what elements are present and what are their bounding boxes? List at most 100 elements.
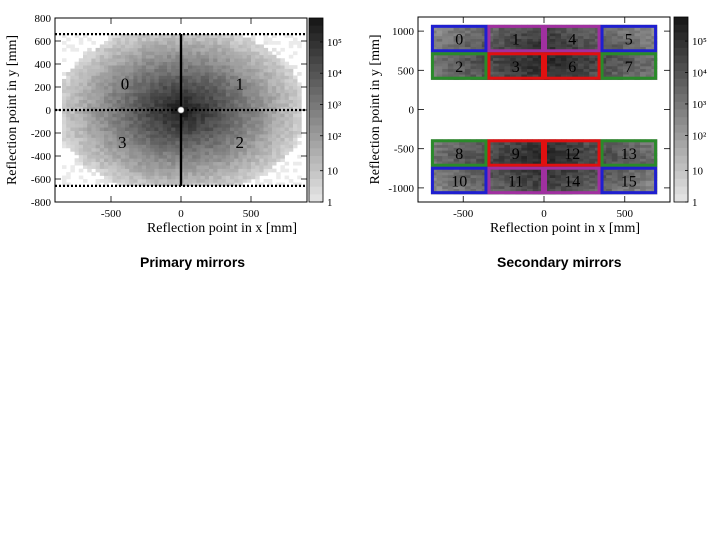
heatmap-cell: [447, 74, 454, 78]
heatmap-cell: [66, 72, 71, 76]
heatmap-cell: [238, 51, 243, 56]
heatmap-cell: [453, 153, 460, 157]
heatmap-cell: [510, 57, 517, 61]
heatmap-cell: [209, 120, 214, 125]
heatmap-cell: [74, 144, 80, 149]
heatmap-cell: [154, 147, 159, 152]
heatmap-cell: [99, 141, 105, 145]
heatmap-cell: [183, 116, 189, 121]
heatmap-cell: [120, 168, 126, 173]
heatmap-cell: [175, 147, 180, 152]
heatmap-cell: [225, 44, 231, 49]
heatmap-cell: [447, 172, 454, 176]
heatmap-cell: [99, 106, 105, 111]
heatmap-cell: [246, 61, 252, 66]
heatmap-cell: [91, 58, 96, 62]
heatmap-cell: [640, 161, 647, 165]
heatmap-cell: [453, 172, 460, 176]
heatmap-cell: [217, 61, 222, 66]
heatmap-cell: [251, 61, 256, 66]
heatmap-cell: [108, 158, 113, 163]
heatmap-cell: [78, 75, 84, 80]
heatmap-cell: [167, 137, 172, 142]
heatmap-cell: [572, 158, 579, 162]
heatmap-cell: [196, 99, 201, 104]
heatmap-cell: [251, 175, 256, 180]
heatmap-cell: [589, 35, 596, 39]
heatmap-cell: [129, 75, 134, 80]
heatmap-cell: [234, 175, 239, 180]
heatmap-cell: [560, 27, 567, 31]
heatmap-cell: [183, 37, 189, 42]
heatmap-cell: [78, 78, 84, 83]
heatmap-cell: [150, 68, 155, 73]
heatmap-cell: [234, 134, 239, 138]
heatmap-cell: [549, 155, 556, 159]
heatmap-cell: [66, 106, 71, 111]
heatmap-cell: [213, 147, 218, 152]
heatmap-cell: [515, 33, 522, 37]
heatmap-cell: [104, 68, 109, 73]
y-tick-label: -400: [31, 151, 52, 163]
heatmap-cell: [572, 68, 579, 72]
heatmap-cell: [200, 182, 206, 187]
heatmap-cell: [521, 68, 528, 72]
heatmap-cell: [617, 161, 624, 165]
heatmap-cell: [137, 127, 143, 131]
colorbar-segment: [309, 102, 323, 111]
heatmap-cell: [99, 161, 105, 166]
heatmap-cell: [284, 175, 290, 180]
heatmap-cell: [171, 144, 176, 149]
heatmap-cell: [137, 96, 143, 100]
heatmap-cell: [175, 175, 180, 180]
heatmap-cell: [555, 27, 562, 31]
heatmap-cell: [104, 120, 109, 125]
heatmap-cell: [572, 172, 579, 176]
heatmap-cell: [137, 123, 143, 128]
heatmap-cell: [527, 158, 533, 162]
heatmap-cell: [221, 47, 227, 52]
heatmap-cell: [154, 65, 159, 69]
heatmap-cell: [293, 130, 298, 135]
heatmap-cell: [66, 182, 71, 187]
heatmap-cell: [498, 63, 505, 67]
heatmap-cell: [470, 60, 477, 64]
heatmap-cell: [104, 75, 109, 80]
heatmap-cell: [225, 123, 231, 128]
heatmap-cell: [74, 99, 80, 104]
heatmap-cell: [293, 99, 298, 104]
heatmap-cell: [442, 33, 449, 37]
heatmap-cell: [112, 37, 117, 42]
heatmap-cell: [280, 154, 285, 159]
heatmap-cell: [62, 179, 67, 183]
heatmap-cell: [470, 68, 477, 72]
heatmap-cell: [263, 99, 269, 104]
heatmap-cell: [162, 182, 168, 187]
heatmap-cell: [62, 58, 67, 62]
heatmap-cell: [453, 35, 460, 39]
heatmap-cell: [204, 47, 210, 52]
heatmap-cell: [251, 68, 256, 73]
heatmap-cell: [171, 137, 176, 142]
heatmap-cell: [154, 68, 159, 73]
heatmap-cell: [95, 137, 101, 142]
heatmap-cell: [527, 68, 533, 72]
heatmap-cell: [276, 85, 281, 90]
heatmap-cell: [167, 65, 172, 69]
heatmap-cell: [297, 72, 302, 76]
heatmap-cell: [293, 78, 298, 83]
heatmap-cell: [611, 63, 618, 67]
heatmap-cell: [459, 153, 466, 157]
heatmap-cell: [515, 68, 522, 72]
heatmap-cell: [91, 165, 96, 169]
heatmap-cell: [493, 55, 500, 59]
heatmap-cell: [293, 106, 298, 111]
heatmap-cell: [583, 169, 590, 173]
heatmap-cell: [230, 89, 235, 94]
heatmap-cell: [221, 92, 227, 97]
heatmap-cell: [158, 158, 164, 163]
mirror-number-label: 8: [455, 146, 463, 163]
heatmap-cell: [606, 174, 613, 178]
heatmap-cell: [611, 60, 618, 64]
heatmap-cell: [242, 65, 248, 69]
